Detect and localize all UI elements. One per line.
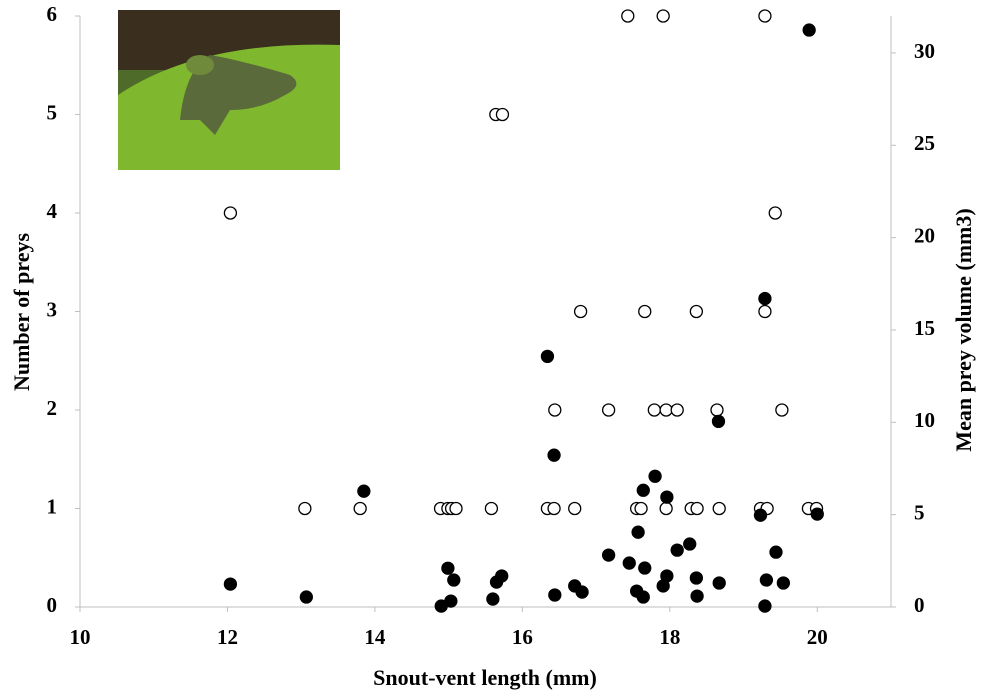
filled-point — [447, 573, 461, 587]
filled-point — [547, 448, 561, 462]
filled-point — [776, 576, 791, 590]
filled-point — [357, 484, 371, 498]
filled-point — [758, 291, 772, 306]
open-point — [601, 403, 616, 417]
open-point — [621, 9, 635, 23]
filled-point — [648, 469, 662, 483]
y2-tick-label: 30 — [914, 39, 935, 63]
filled-point — [670, 543, 684, 557]
filled-point — [802, 23, 816, 37]
y-tick-label: 4 — [47, 199, 58, 223]
open-point — [495, 107, 510, 122]
open-point — [547, 501, 561, 516]
filled-point — [299, 590, 313, 604]
frog-photo — [118, 10, 340, 171]
filled-point — [441, 561, 455, 575]
open-point — [449, 501, 463, 516]
filled-point — [769, 545, 783, 559]
filled-point — [631, 525, 645, 539]
y-tick-label: 6 — [47, 2, 58, 26]
filled-point — [636, 483, 650, 497]
open-point — [298, 501, 312, 516]
filled-point — [660, 490, 674, 504]
open-point — [484, 501, 499, 516]
filled-point — [656, 579, 670, 593]
open-point — [670, 403, 684, 417]
filled-point — [690, 589, 704, 603]
y-tick-label: 0 — [47, 593, 58, 617]
x-tick-label: 10 — [70, 625, 91, 649]
filled-point — [601, 548, 616, 562]
y2-tick-label: 20 — [914, 223, 935, 247]
filled-point — [810, 507, 824, 521]
y2-tick-label: 0 — [914, 593, 925, 617]
open-point — [353, 501, 367, 516]
y2-tick-label: 10 — [914, 408, 935, 432]
filled-point — [486, 592, 500, 606]
filled-point — [753, 508, 768, 522]
filled-point — [638, 561, 652, 575]
open-point — [758, 9, 772, 23]
filled-point — [759, 573, 774, 587]
filled-point — [548, 588, 562, 602]
y2-tick-label: 15 — [914, 316, 935, 340]
x-tick-label: 12 — [217, 625, 238, 649]
open-point — [659, 403, 673, 417]
open-point — [690, 501, 704, 516]
filled-point — [444, 594, 458, 608]
x-axis-title: Snout-vent length (mm) — [373, 665, 597, 690]
open-point — [573, 304, 588, 319]
y-axis-title: Number of preys — [9, 233, 34, 392]
x-tick-label: 18 — [659, 625, 680, 649]
filled-point — [636, 590, 650, 604]
open-point — [768, 206, 782, 220]
open-point — [710, 403, 724, 417]
y-tick-label: 3 — [47, 297, 58, 321]
y2-axis-title: Mean prey volume (mm3) — [951, 208, 976, 451]
open-point — [758, 304, 772, 319]
x-tick-label: 16 — [512, 625, 533, 649]
open-point — [548, 403, 562, 417]
filled-point — [575, 585, 589, 599]
open-point — [712, 501, 726, 516]
filled-point — [689, 571, 704, 585]
y2-tick-label: 5 — [914, 500, 925, 524]
open-point — [647, 403, 661, 417]
filled-point — [683, 537, 697, 551]
filled-point — [712, 576, 726, 590]
filled-point — [223, 577, 238, 591]
x-tick-label: 20 — [807, 625, 828, 649]
open-point — [634, 501, 648, 516]
filled-point — [758, 599, 772, 613]
open-point — [775, 403, 789, 417]
filled-point — [711, 414, 726, 429]
y-tick-label: 5 — [47, 100, 58, 124]
open-point — [568, 501, 582, 516]
open-point — [638, 304, 652, 319]
filled-point — [495, 569, 509, 583]
open-point — [659, 501, 673, 516]
open-point — [656, 9, 670, 23]
y-tick-label: 1 — [47, 494, 58, 518]
open-point — [223, 206, 238, 220]
x-tick-label: 14 — [364, 625, 386, 649]
open-point — [689, 304, 704, 319]
filled-point — [622, 556, 636, 570]
y2-tick-label: 25 — [914, 131, 935, 155]
y-tick-label: 2 — [47, 396, 58, 420]
filled-point — [540, 349, 555, 364]
